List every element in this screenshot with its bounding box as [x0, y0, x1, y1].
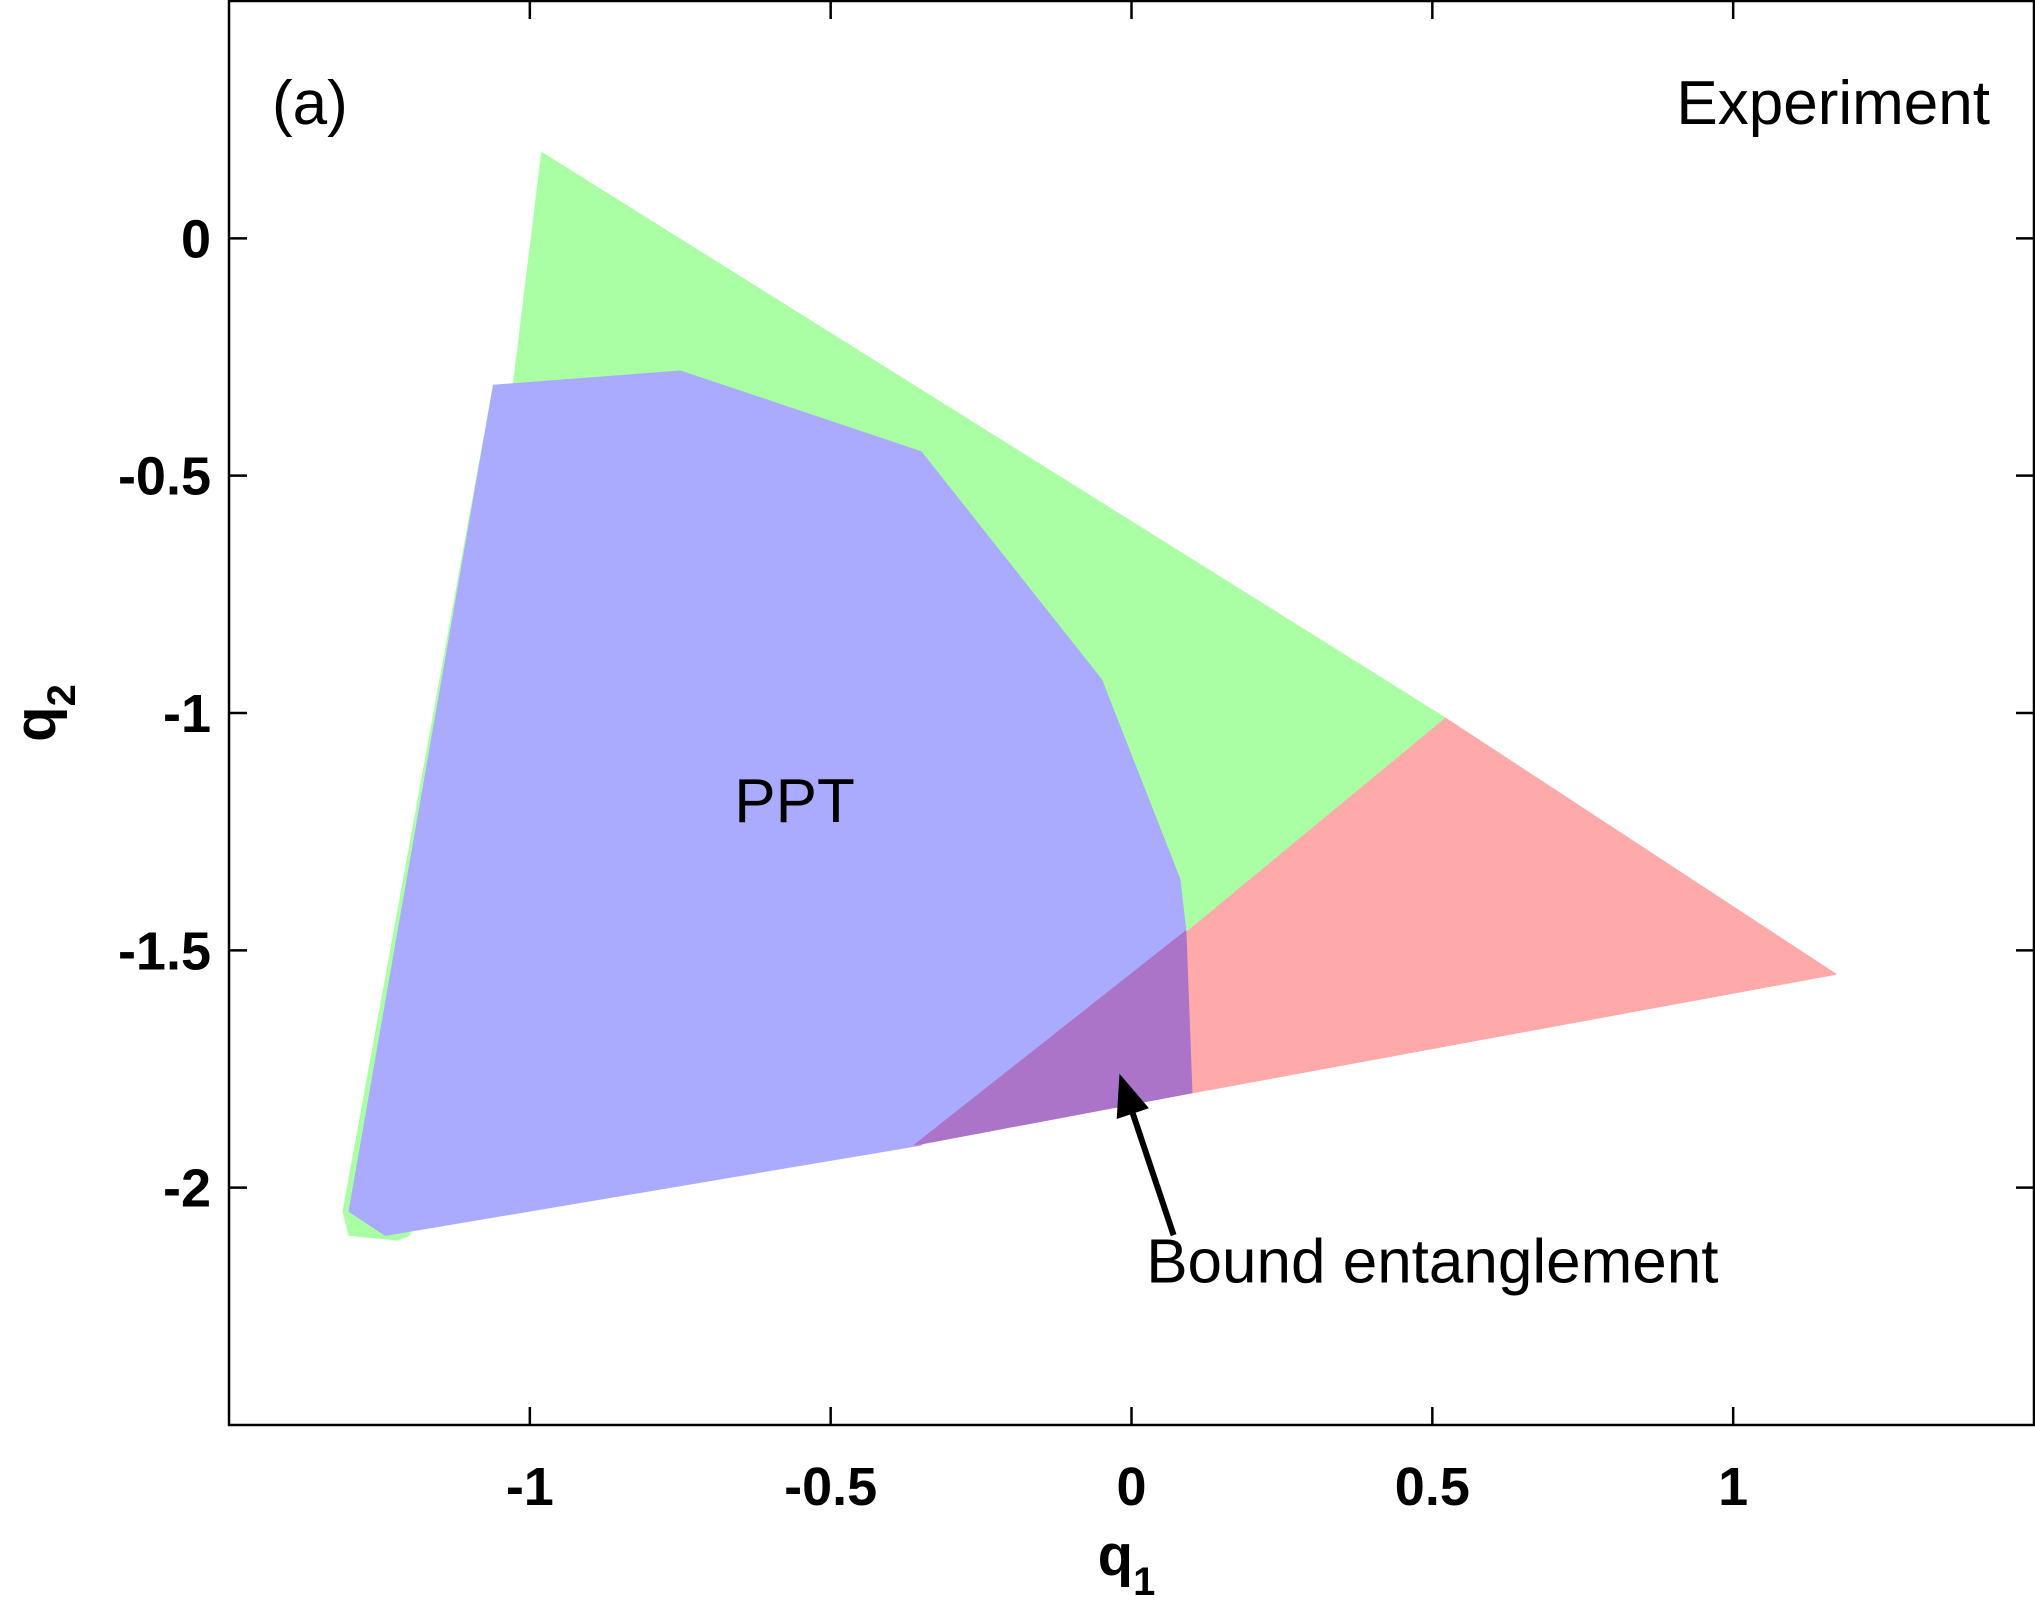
- y-tick-label: -0.5: [118, 447, 211, 507]
- y-tick-label: -1.5: [118, 921, 211, 981]
- y-tick-label: -1: [163, 684, 211, 744]
- x-axis-label-main: q: [1098, 1523, 1133, 1588]
- x-tick-label: -0.5: [784, 1457, 877, 1517]
- y-axis-label: q2: [3, 684, 84, 742]
- y-axis-label-subscript: 2: [40, 684, 84, 706]
- x-tick-label: 1: [1718, 1457, 1748, 1517]
- panel-label: (a): [272, 69, 348, 138]
- ticks-layer: -1 -0.5 0 0.5 1 0 -0.5 -1 -1.5 -2: [118, 1, 2034, 1517]
- x-tick-label: 0: [1116, 1457, 1146, 1517]
- annotation-label: PPT: [734, 767, 855, 836]
- x-tick-label: -1: [506, 1457, 554, 1517]
- annotation-label: Bound entanglement: [1146, 1228, 1718, 1297]
- x-axis-label-subscript: 1: [1133, 1560, 1155, 1604]
- annotation-arrow-shaft: [1129, 1112, 1177, 1237]
- x-tick-label: 0.5: [1395, 1457, 1470, 1517]
- chart-title: Experiment: [1676, 69, 1990, 138]
- y-tick-label: -2: [163, 1159, 211, 1219]
- region-ppt: [348, 370, 1187, 1236]
- annotation-arrow-head: [1116, 1073, 1149, 1119]
- x-axis-label: q1: [1098, 1523, 1156, 1604]
- y-axis-label-main: q: [3, 706, 68, 741]
- regions-layer: [342, 152, 1837, 1241]
- annotation-layer: PPT Bound entanglement: [734, 767, 1718, 1296]
- y-tick-label: 0: [181, 209, 211, 269]
